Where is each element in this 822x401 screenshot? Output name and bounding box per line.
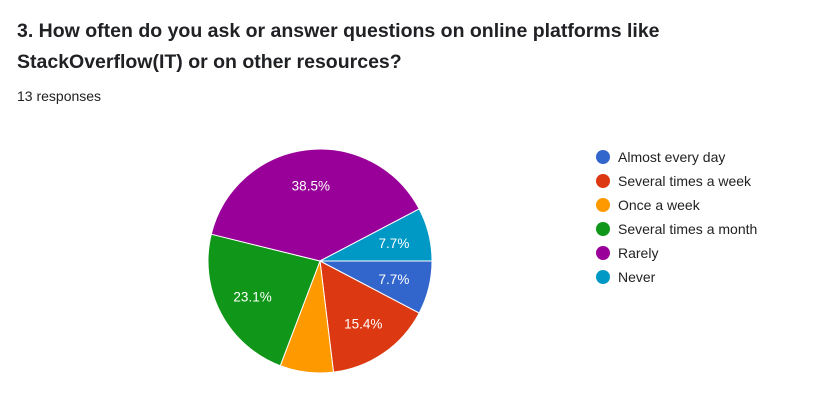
slice-label-almost-every-day: 7.7%	[379, 272, 410, 287]
pie-slice-rarely	[210, 148, 420, 262]
legend-swatch	[596, 150, 610, 164]
legend-label: Once a week	[618, 197, 700, 213]
pie-slice-never	[319, 208, 433, 262]
legend-label: Never	[618, 269, 656, 285]
question-title: 3. How often do you ask or answer questi…	[17, 20, 660, 73]
slice-label-several-times-a-week: 15.4%	[344, 317, 382, 332]
pie-slice-several-times-a-month	[207, 233, 321, 367]
legend-label: Several times a week	[618, 173, 752, 189]
legend-label: Several times a month	[618, 221, 758, 237]
slice-label-rarely: 38.5%	[292, 178, 330, 193]
legend-label: Rarely	[618, 245, 659, 261]
legend-swatch	[596, 270, 610, 284]
legend-swatch	[596, 198, 610, 212]
response-count: 13 responses	[17, 88, 102, 104]
legend-swatch	[596, 222, 610, 236]
legend-item-once-a-week[interactable]: Once a week	[596, 193, 757, 217]
slice-label-never: 7.7%	[379, 236, 410, 251]
legend-label: Almost every day	[618, 149, 726, 165]
chart-legend: Almost every day Several times a week Once…	[596, 145, 757, 289]
legend-item-several-times-a-month[interactable]: Several times a month	[596, 217, 757, 241]
legend-swatch	[596, 174, 610, 188]
legend-swatch	[596, 246, 610, 260]
legend-item-several-times-a-week[interactable]: Several times a week	[596, 169, 757, 193]
legend-item-rarely[interactable]: Rarely	[596, 241, 757, 265]
legend-item-almost-every-day[interactable]: Almost every day	[596, 145, 757, 169]
slice-label-several-times-a-month: 23.1%	[233, 289, 271, 304]
pie-slice-several-times-a-week	[319, 260, 420, 373]
legend-item-never[interactable]: Never	[596, 265, 757, 289]
